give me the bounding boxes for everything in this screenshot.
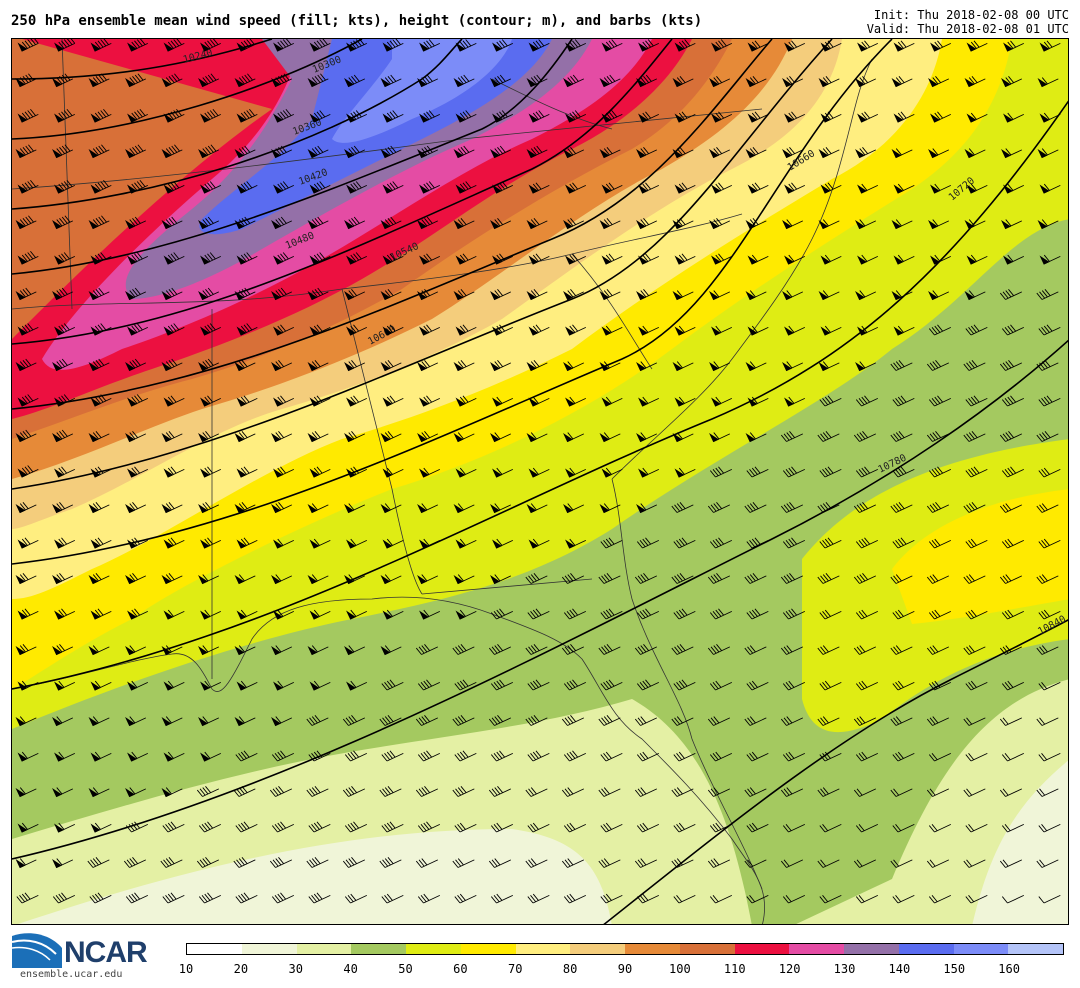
colorbar-segment: [242, 944, 297, 954]
colorbar-segment: [735, 944, 790, 954]
colorbar-segment: [406, 944, 461, 954]
colorbar-tick-label: 150: [943, 962, 965, 976]
colorbar-tick-label: 160: [998, 962, 1020, 976]
colorbar: [186, 943, 1064, 955]
colorbar-tick-label: 100: [669, 962, 691, 976]
colorbar-tick-label: 80: [563, 962, 577, 976]
colorbar-segment: [570, 944, 625, 954]
colorbar-ticks: 10 20 30 40 50 60 70 80 90 100 110 120 130 140 150 160: [186, 962, 1064, 978]
colorbar-tick-label: 10: [179, 962, 193, 976]
colorbar-tick-label: 140: [889, 962, 911, 976]
colorbar-segment: [954, 944, 1009, 954]
colorbar-tick-label: 120: [779, 962, 801, 976]
colorbar-segment: [1008, 944, 1063, 954]
colorbar-tick-label: 110: [724, 962, 746, 976]
colorbar-tick-label: 130: [834, 962, 856, 976]
colorbar-segment: [625, 944, 680, 954]
colorbar-segment: [899, 944, 954, 954]
wind-speed-map: 10240 10300 10360 10420 10480 10540 1060…: [11, 38, 1069, 925]
init-time: Init: Thu 2018-02-08 00 UTC: [874, 8, 1069, 22]
valid-time: Valid: Thu 2018-02-08 01 UTC: [867, 22, 1069, 36]
colorbar-segment: [789, 944, 844, 954]
colorbar-tick-label: 30: [289, 962, 303, 976]
colorbar-tick-label: 90: [618, 962, 632, 976]
colorbar-tick-label: 60: [453, 962, 467, 976]
colorbar-segment: [187, 944, 242, 954]
colorbar-segment: [461, 944, 516, 954]
colorbar-segment: [351, 944, 406, 954]
colorbar-tick-label: 40: [343, 962, 357, 976]
chart-title: 250 hPa ensemble mean wind speed (fill; …: [11, 13, 702, 29]
colorbar-segment: [516, 944, 571, 954]
ncar-logo-text: NCAR: [64, 936, 147, 970]
colorbar-segment: [844, 944, 899, 954]
colorbar-segment: [680, 944, 735, 954]
colorbar-tick-label: 50: [398, 962, 412, 976]
colorbar-segment: [297, 944, 352, 954]
colorbar-tick-label: 70: [508, 962, 522, 976]
ensemble-url: ensemble.ucar.edu: [20, 969, 122, 980]
colorbar-tick-label: 20: [234, 962, 248, 976]
